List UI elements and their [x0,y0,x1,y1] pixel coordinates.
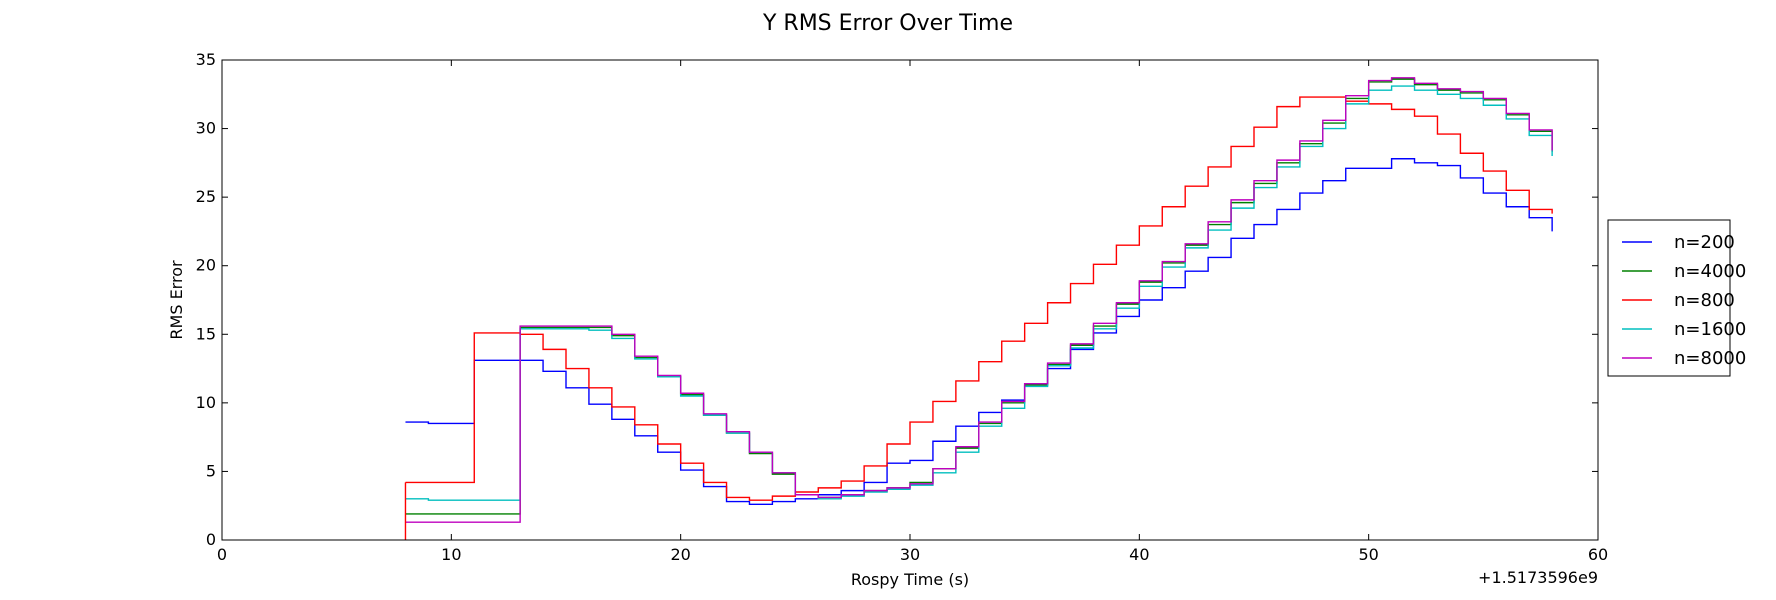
x-tick-label: 10 [441,545,461,564]
legend-label: n=4000 [1674,261,1746,282]
legend-label: n=8000 [1674,348,1746,369]
x-tick-label: 30 [900,545,920,564]
legend-items: n=200 n=4000 n=800 n=1600 n=8000 [1622,232,1746,369]
legend-label: n=800 [1674,290,1735,311]
legend-box [1607,219,1731,377]
y-axis: 0 5 10 15 20 25 30 35 [196,50,1598,549]
y-tick-label: 0 [206,530,216,549]
x-tick-label: 40 [1129,545,1149,564]
y-tick-label: 10 [196,393,216,412]
x-tick-label: 60 [1588,545,1608,564]
legend: n=200 n=4000 n=800 n=1600 n=8000 [1607,219,1746,377]
x-axis-title: Rospy Time (s) [851,570,969,589]
x-tick-label: 0 [217,545,227,564]
series-line-n-1600 [405,85,1553,501]
series-line-n-8000 [405,77,1553,523]
plot-frame [221,59,1599,541]
y-tick-label: 25 [196,187,216,206]
x-tick-label: 50 [1358,545,1378,564]
y-tick-label: 30 [196,119,216,138]
x-tick-label: 20 [670,545,690,564]
y-tick-label: 5 [206,461,216,480]
x-axis: 0 10 20 30 40 50 60 [217,60,1608,564]
legend-label: n=1600 [1674,319,1746,340]
plot-area: 0 10 20 30 40 50 60 0 5 10 15 20 25 30 35 [196,50,1609,564]
series-layer [404,77,1553,540]
y-tick-label: 20 [196,256,216,275]
y-tick-label: 15 [196,324,216,343]
y-axis-title: RMS Error [167,260,186,340]
x-axis-offset-label: +1.5173596e9 [1478,568,1598,587]
legend-label: n=200 [1674,232,1735,253]
chart-title: Y RMS Error Over Time [762,11,1013,36]
y-tick-label: 35 [196,50,216,69]
